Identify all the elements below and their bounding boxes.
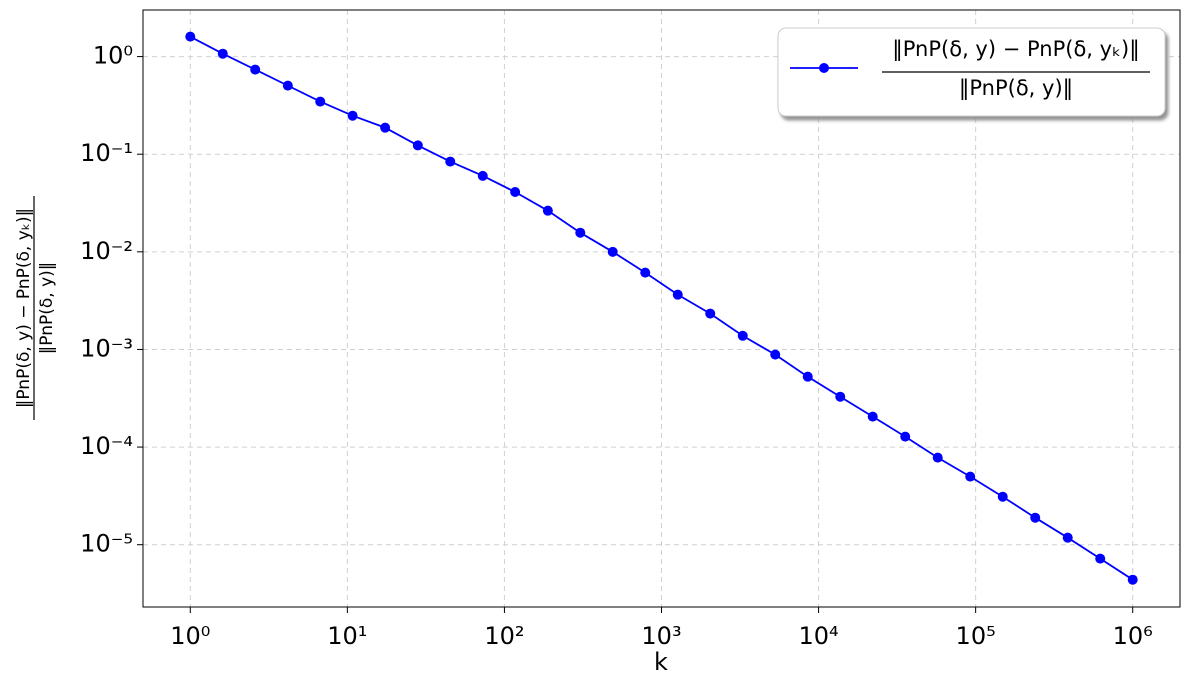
y-tick-label: 10⁻¹ xyxy=(80,139,133,167)
y-tick-label: 10⁻⁵ xyxy=(80,530,133,558)
data-point xyxy=(932,452,943,463)
data-point xyxy=(250,64,261,75)
x-tick-label: 10⁴ xyxy=(798,622,838,650)
data-point xyxy=(315,96,326,107)
data-point xyxy=(412,140,423,151)
data-point xyxy=(1062,532,1073,543)
data-point xyxy=(380,122,391,133)
y-label-numerator: ‖PnP(δ, y) − PnP(δ, yₖ)‖ xyxy=(14,208,34,408)
y-axis-label: ‖PnP(δ, y) − PnP(δ, yₖ)‖ ‖PnP(δ, y)‖ xyxy=(14,196,57,420)
data-point xyxy=(575,227,586,238)
data-point xyxy=(347,110,358,121)
data-point xyxy=(965,471,976,482)
data-point xyxy=(640,267,651,278)
data-point xyxy=(185,31,196,42)
data-point xyxy=(997,491,1008,502)
data-point xyxy=(672,289,683,300)
x-tick-label: 10⁰ xyxy=(170,622,210,650)
data-point xyxy=(510,187,521,198)
data-point xyxy=(900,431,911,442)
data-point xyxy=(737,330,748,341)
series-line xyxy=(189,35,1134,581)
x-tick-label: 10¹ xyxy=(327,622,367,650)
legend-label-denominator: ‖PnP(δ, y)‖ xyxy=(959,76,1073,101)
y-tick-label: 10⁰ xyxy=(93,42,133,70)
y-tick-label: 10⁻³ xyxy=(80,334,133,362)
x-tick-label: 10⁶ xyxy=(1113,622,1153,650)
data-point xyxy=(770,349,781,360)
data-point xyxy=(867,411,878,422)
data-point xyxy=(835,391,846,402)
x-tick-label: 10³ xyxy=(641,622,681,650)
legend-marker xyxy=(819,63,829,73)
data-point xyxy=(445,156,456,167)
y-tick-label: 10⁻⁴ xyxy=(80,432,133,460)
data-point xyxy=(802,371,813,382)
data-point xyxy=(1030,512,1041,523)
data-point xyxy=(705,308,716,319)
legend: ‖PnP(δ, y) − PnP(δ, yₖ)‖ ‖PnP(δ, y)‖ xyxy=(777,27,1166,117)
plot-frame xyxy=(142,9,1181,608)
legend-label-numerator: ‖PnP(δ, y) − PnP(δ, yₖ)‖ xyxy=(892,37,1139,62)
data-point xyxy=(1095,553,1106,564)
data-point xyxy=(607,246,618,257)
x-tick-label: 10⁵ xyxy=(956,622,996,650)
data-point xyxy=(282,80,293,91)
y-tick-label: 10⁻² xyxy=(80,237,133,265)
data-point xyxy=(217,48,228,59)
data-point xyxy=(1127,574,1138,585)
y-label-denominator: ‖PnP(δ, y)‖ xyxy=(37,262,57,355)
data-point xyxy=(477,170,488,181)
data-point xyxy=(542,205,553,216)
x-axis-label: k xyxy=(654,648,668,676)
x-tick-label: 10² xyxy=(484,622,524,650)
